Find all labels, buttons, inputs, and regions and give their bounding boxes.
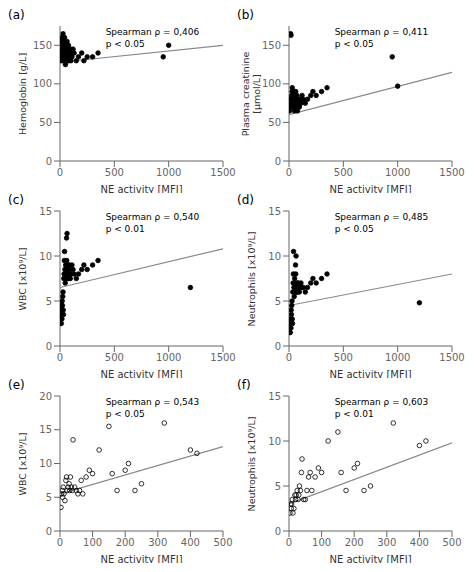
svg-text:50: 50 (268, 117, 281, 128)
svg-text:0: 0 (275, 156, 281, 167)
svg-text:0: 0 (46, 156, 52, 167)
html-text:(f): (f) (237, 378, 251, 392)
svg-text:150: 150 (262, 40, 281, 51)
html-text:p < 0.05: p < 0.05 (334, 39, 374, 49)
svg-text:NE activity [MFI]: NE activity [MFI] (329, 184, 411, 193)
svg-text:0: 0 (286, 167, 292, 178)
svg-text:300: 300 (148, 537, 167, 548)
html-text:p < 0.05: p < 0.05 (105, 409, 145, 419)
html-text:(a): (a) (8, 8, 25, 22)
svg-text:0: 0 (57, 167, 63, 178)
svg-text:1500: 1500 (210, 167, 235, 178)
html-text:p < 0.01: p < 0.01 (105, 224, 145, 234)
svg-text:0: 0 (275, 341, 281, 352)
svg-text:NE activity [MFI]: NE activity [MFI] (329, 369, 411, 378)
svg-text:15: 15 (268, 391, 281, 402)
html-text:Hemoglobin [g/L]: Hemoglobin [g/L] (16, 52, 28, 135)
svg-text:0: 0 (286, 537, 292, 548)
svg-text:10: 10 (268, 436, 281, 447)
svg-text:400: 400 (181, 537, 200, 548)
html-text:Spearman ρ = 0,406: Spearman ρ = 0,406 (105, 27, 200, 37)
svg-text:20: 20 (39, 391, 52, 402)
html-text:(d): (d) (237, 193, 254, 207)
html-text:Neutrophils [x10⁹/L]: Neutrophils [x10⁹/L] (245, 231, 257, 326)
svg-text:0: 0 (46, 341, 52, 352)
svg-text:400: 400 (410, 537, 429, 548)
html-text:Plasma creatinine [μmol/L]: Plasma creatinine [μmol/L] (240, 51, 262, 136)
svg-text:100: 100 (33, 78, 52, 89)
svg-text:200: 200 (345, 537, 364, 548)
html-text:Neutrophils [x10⁹/L]: Neutrophils [x10⁹/L] (245, 416, 257, 511)
html-text:Spearman ρ = 0,603: Spearman ρ = 0,603 (334, 397, 429, 407)
svg-text:150: 150 (33, 40, 52, 51)
svg-text:200: 200 (116, 537, 135, 548)
svg-text:0: 0 (57, 537, 63, 548)
svg-text:15: 15 (268, 206, 281, 217)
svg-text:1000: 1000 (385, 352, 410, 363)
svg-text:NE activity [MFI]: NE activity [MFI] (100, 369, 182, 378)
svg-text:5: 5 (46, 492, 52, 503)
svg-text:500: 500 (213, 537, 232, 548)
html-text:WBC [x10⁹/L]: WBC [x10⁹/L] (16, 432, 28, 495)
html-text:p < 0.05: p < 0.05 (105, 39, 145, 49)
svg-text:500: 500 (442, 537, 461, 548)
html-text:Spearman ρ = 0,485: Spearman ρ = 0,485 (334, 212, 429, 222)
svg-text:NE activity [MFI]: NE activity [MFI] (329, 554, 411, 563)
html-text:Spearman ρ = 0,540: Spearman ρ = 0,540 (105, 212, 200, 222)
html-text:(c): (c) (8, 193, 24, 207)
svg-text:0: 0 (275, 526, 281, 537)
svg-text:15: 15 (39, 206, 52, 217)
svg-text:100: 100 (83, 537, 102, 548)
html-text:p < 0.01: p < 0.01 (334, 409, 374, 419)
html-text:Spearman ρ = 0,543: Spearman ρ = 0,543 (105, 397, 200, 407)
svg-text:50: 50 (39, 117, 52, 128)
svg-text:0: 0 (57, 352, 63, 363)
svg-text:5: 5 (46, 296, 52, 307)
svg-text:15: 15 (39, 424, 52, 435)
svg-text:1500: 1500 (439, 167, 464, 178)
svg-text:5: 5 (275, 296, 281, 307)
svg-text:500: 500 (105, 167, 124, 178)
svg-text:5: 5 (275, 481, 281, 492)
svg-text:NE activity [MFI]: NE activity [MFI] (100, 554, 182, 563)
svg-text:10: 10 (39, 458, 52, 469)
svg-text:0: 0 (46, 526, 52, 537)
svg-text:500: 500 (334, 352, 353, 363)
svg-text:1500: 1500 (210, 352, 235, 363)
html-text:Spearman ρ = 0,411: Spearman ρ = 0,411 (334, 27, 429, 37)
svg-text:NE activity [MFI]: NE activity [MFI] (100, 184, 182, 193)
svg-text:10: 10 (268, 251, 281, 262)
html-text:p < 0.05: p < 0.05 (334, 224, 374, 234)
html-text:WBC [x10⁹/L]: WBC [x10⁹/L] (16, 247, 28, 310)
html-text:(e): (e) (8, 378, 25, 392)
svg-text:1000: 1000 (385, 167, 410, 178)
svg-text:300: 300 (377, 537, 396, 548)
svg-text:1000: 1000 (156, 167, 181, 178)
svg-text:100: 100 (312, 537, 331, 548)
svg-text:0: 0 (286, 352, 292, 363)
html-text:(b): (b) (237, 8, 254, 22)
svg-text:1000: 1000 (156, 352, 181, 363)
svg-text:100: 100 (262, 78, 281, 89)
svg-text:500: 500 (334, 167, 353, 178)
svg-text:500: 500 (105, 352, 124, 363)
svg-text:10: 10 (39, 251, 52, 262)
svg-text:1500: 1500 (439, 352, 464, 363)
